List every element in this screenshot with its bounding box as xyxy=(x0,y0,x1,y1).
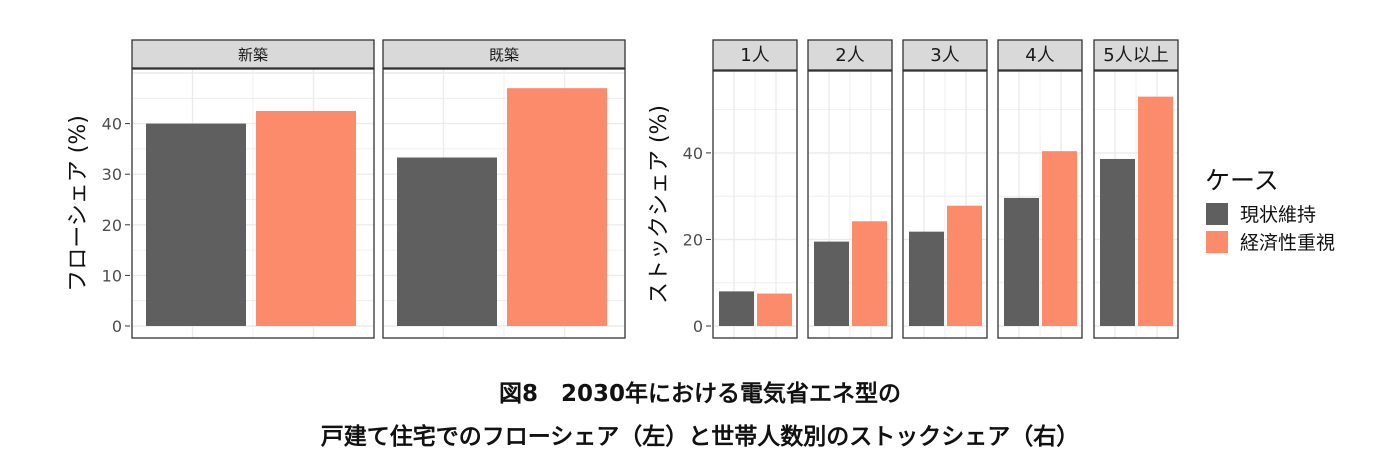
facet-strip xyxy=(131,39,375,69)
legend-label: 現状維持 xyxy=(1240,204,1316,226)
facet-label: 1人 xyxy=(740,45,769,66)
bar-status-quo xyxy=(1004,197,1039,326)
panel-border xyxy=(131,68,375,339)
panel-border xyxy=(1093,70,1179,339)
facet-label: 新築 xyxy=(238,46,268,64)
y-axis-title: フローシェア (%) xyxy=(66,115,91,292)
bar-status-quo xyxy=(146,123,246,326)
bar-status-quo xyxy=(719,291,754,326)
facet-strip xyxy=(902,39,988,71)
facet-strip xyxy=(1093,39,1179,71)
bar-status-quo xyxy=(1100,158,1135,326)
legend-key xyxy=(1206,203,1228,225)
bar-status-quo xyxy=(814,241,849,326)
bar-economy xyxy=(256,110,356,326)
facet-strip xyxy=(807,39,893,71)
y-tick-label: 20 xyxy=(683,230,703,249)
bar-status-quo xyxy=(909,231,944,326)
y-tick-label: 10 xyxy=(102,266,122,285)
facet-label: 既築 xyxy=(489,46,519,64)
y-tick-label: 20 xyxy=(102,216,122,235)
panel-border xyxy=(712,70,798,339)
panel-border xyxy=(382,68,626,339)
facet-label: 3人 xyxy=(930,45,959,66)
bar-economy xyxy=(757,293,792,326)
y-tick-label: 40 xyxy=(102,115,122,134)
facet-label: 5人以上 xyxy=(1103,45,1168,66)
figure-caption-line-2: 戸建て住宅でのフローシェア（左）と世帯人数別のストックシェア（右） xyxy=(320,424,1080,450)
bar-economy xyxy=(1138,96,1173,326)
panel-border xyxy=(902,70,988,339)
legend-title: ケース xyxy=(1205,166,1279,195)
y-tick-label: 0 xyxy=(112,317,122,336)
facet-label: 4人 xyxy=(1025,45,1054,66)
bar-economy xyxy=(852,221,887,326)
panel-border xyxy=(807,70,893,339)
figure: 0 10 20 30 40 フローシェア (%) 新築 既築 0 20 40 ストックシェア (%) 1… xyxy=(66,39,1335,339)
y-tick-label: 40 xyxy=(683,144,703,163)
facet-strip xyxy=(712,39,798,71)
figure-caption-line-1: 図8 2030年における電気省エネ型の xyxy=(498,381,902,407)
facet-strip xyxy=(997,39,1083,71)
legend-key xyxy=(1206,231,1228,253)
bar-status-quo xyxy=(397,157,497,326)
bar-economy xyxy=(507,88,607,327)
y-axis-title: ストックシェア (%) xyxy=(647,105,672,304)
bar-economy xyxy=(947,205,982,326)
legend-label: 経済性重視 xyxy=(1240,232,1335,254)
y-tick-label: 0 xyxy=(693,317,703,336)
y-tick-label: 30 xyxy=(102,165,122,184)
facet-label: 2人 xyxy=(835,45,864,66)
facet-strip xyxy=(382,39,626,69)
bar-economy xyxy=(1042,151,1077,326)
panel-border xyxy=(997,70,1083,339)
